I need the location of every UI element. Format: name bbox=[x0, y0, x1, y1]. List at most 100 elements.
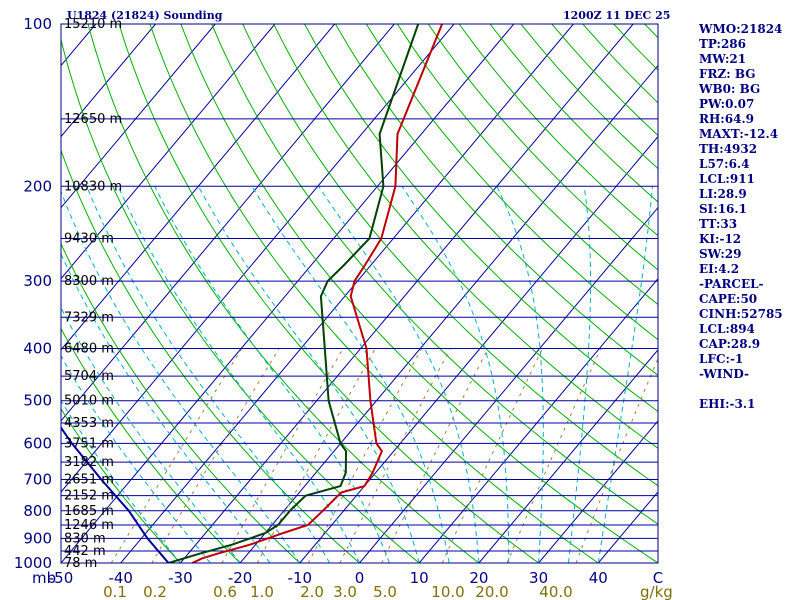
index-line: EI:4.2 bbox=[699, 262, 740, 276]
index-line: CAPE:50 bbox=[699, 292, 758, 306]
height-label: 1685 m bbox=[64, 504, 114, 519]
isotherm-line bbox=[538, 420, 658, 563]
temperature-tick-label: 10 bbox=[410, 569, 429, 587]
dry-adiabat-line bbox=[334, 24, 658, 376]
pressure-tick-label: 800 bbox=[23, 502, 52, 520]
height-label: 12650 m bbox=[64, 112, 122, 127]
x-axis-label: mb bbox=[32, 569, 56, 587]
mixing-ratio-tick-label: 0.1 bbox=[103, 583, 127, 600]
dry-adiabat-line bbox=[61, 407, 182, 563]
temperature-tick-label: -50 bbox=[49, 569, 74, 587]
sounding-profiles bbox=[61, 24, 444, 563]
temperature-tick-label: C bbox=[653, 569, 663, 587]
dry-adiabat-line bbox=[118, 24, 540, 563]
height-label: 9430 m bbox=[64, 231, 114, 246]
index-line: TT:33 bbox=[699, 217, 738, 231]
dry-adiabat-line bbox=[61, 327, 241, 563]
index-line: MAXT:-12.4 bbox=[699, 127, 779, 141]
height-label: 8300 m bbox=[64, 274, 114, 289]
moist-adiabat-line bbox=[61, 190, 301, 563]
index-line: LFC:-1 bbox=[699, 352, 744, 366]
pressure-tick-label: 1000 bbox=[14, 554, 52, 572]
dry-adiabat-line bbox=[180, 24, 658, 563]
height-label: 2651 m bbox=[64, 473, 114, 488]
index-line: WMO:21824 bbox=[699, 22, 783, 36]
height-label: 1246 m bbox=[64, 518, 114, 533]
dry-adiabat-line bbox=[87, 24, 480, 563]
parcel-path-line bbox=[61, 426, 170, 563]
temperature-tick-label: -10 bbox=[288, 569, 313, 587]
valid-time: 1200Z 11 DEC 25 bbox=[563, 9, 671, 22]
temperature-tick-label: -40 bbox=[108, 569, 133, 587]
temperature-tick-label: 40 bbox=[589, 569, 608, 587]
isotherm-line bbox=[359, 206, 658, 563]
mixing-ratio-tick-label: 0.2 bbox=[143, 583, 167, 600]
pressure-tick-label: 500 bbox=[23, 392, 52, 410]
pressure-tick-label: 200 bbox=[23, 177, 52, 195]
height-label: 4353 m bbox=[64, 416, 114, 431]
index-line: TH:4932 bbox=[699, 142, 758, 156]
mixing-ratio-tick-label: 2.0 bbox=[300, 583, 324, 600]
mixing-ratio-tick-label: 1.0 bbox=[250, 583, 274, 600]
height-label: 442 m bbox=[64, 544, 106, 559]
isotherm-line bbox=[61, 24, 455, 493]
isotherm-line bbox=[239, 64, 658, 563]
isotherm-line bbox=[180, 24, 634, 563]
index-line: MW:21 bbox=[699, 52, 747, 66]
pressure-tick-label: 700 bbox=[23, 471, 52, 489]
dry-adiabat-line bbox=[242, 24, 658, 487]
mixing-ratio-tick-label: 3.0 bbox=[333, 583, 357, 600]
height-label: 10830 m bbox=[64, 179, 122, 194]
dry-adiabat-line bbox=[149, 24, 600, 563]
height-label: 3751 m bbox=[64, 436, 114, 451]
isotherm-line bbox=[478, 349, 658, 563]
dry-adiabat-line bbox=[211, 24, 658, 525]
isotherm-line bbox=[418, 277, 658, 563]
mixing-ratio-tick-label: 5.0 bbox=[373, 583, 397, 600]
temperature-profile-line bbox=[191, 24, 444, 563]
index-line: L57:6.4 bbox=[699, 157, 750, 171]
temperature-tick-label: -30 bbox=[168, 569, 193, 587]
pressure-tick-label: 100 bbox=[23, 15, 52, 33]
pressure-tick-label: 400 bbox=[23, 340, 52, 358]
index-line: FRZ: BG bbox=[699, 67, 756, 81]
temperature-tick-label: -20 bbox=[228, 569, 253, 587]
plot-frame bbox=[60, 23, 659, 564]
height-label: 7329 m bbox=[64, 310, 114, 325]
isotherm-line bbox=[61, 24, 216, 209]
index-line: TP:286 bbox=[699, 37, 747, 51]
temperature-tick-label: 20 bbox=[469, 569, 488, 587]
isotherm-line bbox=[61, 24, 515, 563]
isotherm-line bbox=[61, 24, 276, 280]
height-label: 3182 m bbox=[64, 455, 114, 470]
index-line: -PARCEL- bbox=[699, 277, 764, 291]
index-line: CINH:52785 bbox=[699, 307, 783, 321]
dry-adiabat-line bbox=[61, 37, 421, 563]
moist-adiabat-line bbox=[117, 186, 360, 563]
pressure-tick-label: 300 bbox=[23, 272, 52, 290]
isotherm-line bbox=[61, 24, 395, 422]
index-line: EHI:-3.1 bbox=[699, 397, 756, 411]
temperature-tick-label: 30 bbox=[529, 569, 548, 587]
dry-adiabat-line bbox=[365, 24, 658, 341]
index-line: LCL:894 bbox=[699, 322, 755, 336]
dry-adiabat-line bbox=[427, 24, 658, 271]
index-line: WB0: BG bbox=[699, 82, 761, 96]
height-label: 15210 m bbox=[64, 17, 122, 32]
height-label: 78 m bbox=[64, 556, 97, 571]
mixing-ratio-tick-label: 20.0 bbox=[475, 583, 508, 600]
index-line: SI:16.1 bbox=[699, 202, 747, 216]
dry-adiabat-line bbox=[304, 24, 658, 413]
dewpoint-profile-line bbox=[168, 24, 420, 563]
height-label: 6480 m bbox=[64, 342, 114, 357]
station-title: U1824 (21824) Sounding bbox=[67, 9, 223, 22]
pressure-tick-label: 600 bbox=[23, 434, 52, 452]
pressure-tick-label: 900 bbox=[23, 529, 52, 547]
mixing-ratio-tick-label: 0.6 bbox=[213, 583, 237, 600]
moist-adiabat-line bbox=[61, 252, 271, 563]
height-label: 830 m bbox=[64, 531, 106, 546]
height-label: 5704 m bbox=[64, 369, 114, 384]
index-line: KI:-12 bbox=[699, 232, 742, 246]
